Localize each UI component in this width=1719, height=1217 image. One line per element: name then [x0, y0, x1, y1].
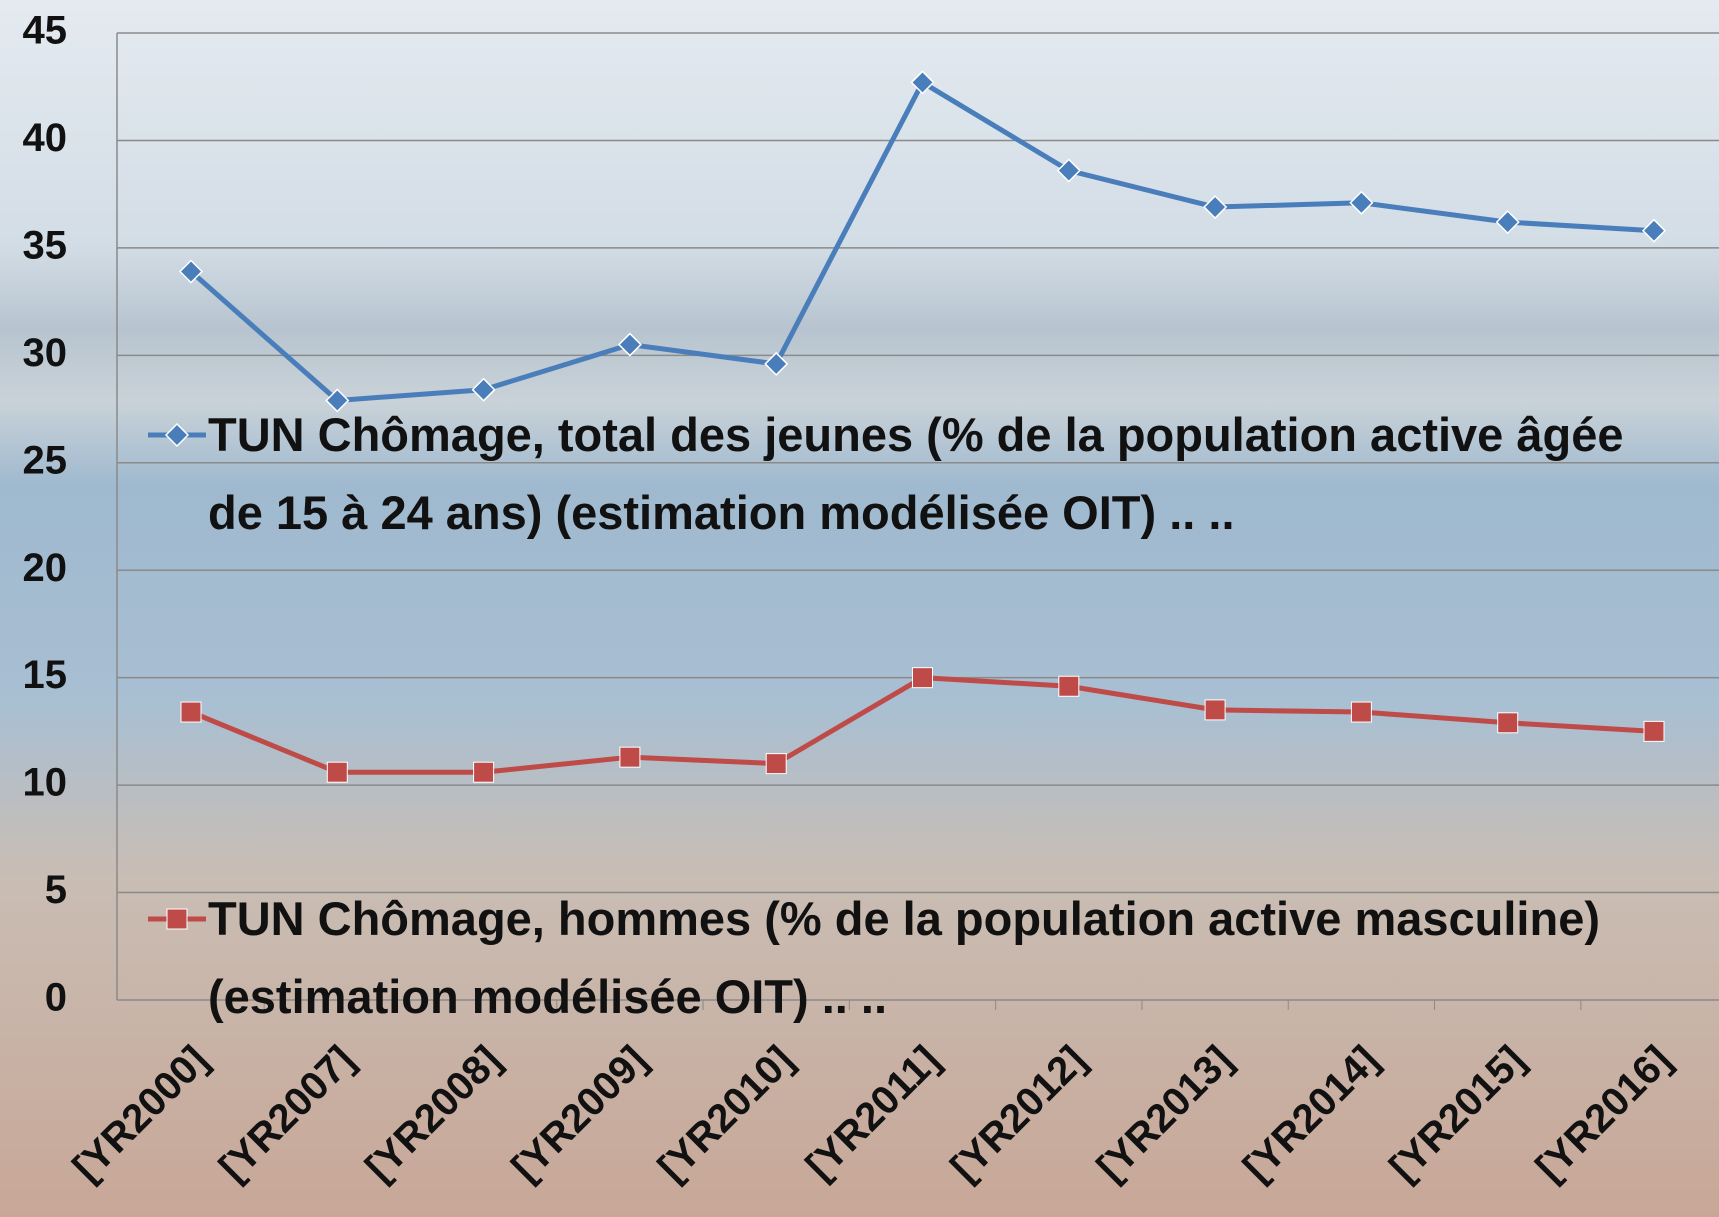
y-tick-label: 20: [23, 546, 68, 590]
y-tick-label: 0: [45, 976, 67, 1020]
marker: [620, 747, 640, 767]
marker: [913, 668, 933, 688]
marker: [474, 762, 494, 782]
marker: [766, 754, 786, 774]
marker: [1059, 676, 1079, 696]
y-tick-label: 40: [23, 116, 68, 160]
y-tick-label: 35: [23, 223, 68, 267]
legend-label: TUN Chômage, total des jeunes (% de la p…: [208, 396, 1668, 552]
y-tick-label: 30: [23, 331, 68, 375]
y-tick-label: 45: [23, 9, 68, 53]
y-tick-label: 5: [45, 868, 67, 912]
marker: [167, 909, 187, 929]
legend-label: TUN Chômage, hommes (% de la population …: [208, 880, 1668, 1036]
marker: [1498, 713, 1518, 733]
marker: [1644, 721, 1664, 741]
marker: [1205, 700, 1225, 720]
marker: [327, 762, 347, 782]
page: 051015202530354045[YR2000][YR2007][YR200…: [0, 0, 1719, 1217]
y-tick-label: 25: [23, 438, 68, 482]
marker: [181, 702, 201, 722]
y-tick-label: 15: [23, 653, 68, 697]
y-tick-label: 10: [23, 761, 68, 805]
marker: [1351, 702, 1371, 722]
